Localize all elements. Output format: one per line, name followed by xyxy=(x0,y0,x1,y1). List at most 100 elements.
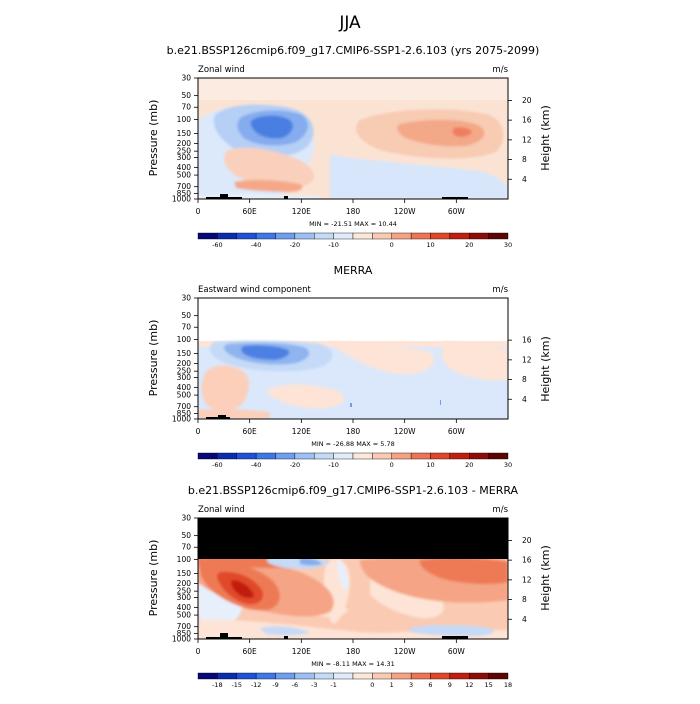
panel-3-x-axis: 0 60E 120E 180 120W 60W xyxy=(196,639,465,656)
colorbar-label: -18 xyxy=(212,681,223,689)
y-tick-label: 1000 xyxy=(172,195,191,204)
y-tick-label: 1000 xyxy=(172,635,191,644)
colorbar-swatch xyxy=(275,672,296,680)
y-tick-label: 500 xyxy=(177,391,192,400)
panel-1-y-axis-title: Pressure (mb) xyxy=(147,100,160,177)
x-tick-label: 120E xyxy=(292,647,311,656)
panel-2-units: m/s xyxy=(492,285,508,295)
colorbar-swatch xyxy=(275,232,296,240)
colorbar-label: -20 xyxy=(290,241,301,249)
y2-tick-label: 12 xyxy=(522,575,532,584)
panel-2-y-axis-title: Pressure (mb) xyxy=(147,320,160,397)
colorbar-swatch xyxy=(430,452,451,460)
panel-2-variable-label: Eastward wind component xyxy=(198,285,311,295)
colorbar-swatch xyxy=(236,672,257,680)
colorbar-swatch xyxy=(391,452,412,460)
colorbar-swatch xyxy=(197,672,218,680)
x-tick-label: 0 xyxy=(196,647,201,656)
y2-tick-label: 4 xyxy=(522,175,527,184)
colorbar-label: 12 xyxy=(465,681,473,689)
panel-1: b.e21.BSSP126cmip6.f09_g17.CMIP6-SSP1-2.… xyxy=(147,44,552,249)
y2-tick-label: 12 xyxy=(522,135,532,144)
colorbar-swatch xyxy=(410,232,431,240)
colorbar-swatch xyxy=(236,452,257,460)
y-tick-label: 850 xyxy=(177,409,192,418)
panel-3-y2-axis: 20 16 12 8 4 xyxy=(508,536,532,624)
colorbar-swatch xyxy=(255,672,276,680)
colorbar-swatch xyxy=(372,232,392,240)
colorbar-swatch xyxy=(372,672,392,680)
colorbar-label: 10 xyxy=(426,241,434,249)
colorbar-swatch xyxy=(352,452,373,460)
figure-title: JJA xyxy=(338,13,361,33)
panel-3-y2-axis-title: Height (km) xyxy=(539,545,552,611)
y2-tick-label: 8 xyxy=(522,375,527,384)
y2-tick-label: 4 xyxy=(522,395,527,404)
panel-3-y-axis-title: Pressure (mb) xyxy=(147,540,160,617)
colorbar-swatch xyxy=(314,672,334,680)
y-tick-label: 300 xyxy=(177,153,192,162)
colorbar-swatch xyxy=(255,232,276,240)
panel-1-variable-label: Zonal wind xyxy=(198,65,245,75)
x-tick-label: 0 xyxy=(196,207,201,216)
panel-1-colorbar: -60 -40 -20 -10 0 10 20 30 xyxy=(197,232,512,249)
panel-1-units: m/s xyxy=(492,65,508,75)
colorbar-label: 1 xyxy=(390,681,394,689)
colorbar-swatch xyxy=(488,672,509,680)
x-tick-label: 120E xyxy=(292,427,311,436)
y-tick-label: 70 xyxy=(181,103,191,112)
y-tick-label: 200 xyxy=(177,359,192,368)
panel-2-y2-axis-title: Height (km) xyxy=(539,336,552,402)
panel-2-min-max: MIN = -26.88 MAX = 5.78 xyxy=(311,440,395,448)
panel-1-title: b.e21.BSSP126cmip6.f09_g17.CMIP6-SSP1-2.… xyxy=(167,44,540,57)
colorbar-label: -40 xyxy=(251,461,262,469)
y-tick-label: 50 xyxy=(181,531,191,540)
colorbar-swatch xyxy=(333,672,354,680)
colorbar-label: -3 xyxy=(311,681,317,689)
y-tick-label: 300 xyxy=(177,373,192,382)
y-tick-label: 100 xyxy=(177,555,192,564)
y-tick-label: 50 xyxy=(181,91,191,100)
y-tick-label: 150 xyxy=(177,129,192,138)
panel-3-colorbar: -18 -15 -12 -9 -6 -3 -1 0 1 3 6 9 12 15 18 xyxy=(197,672,512,689)
panel-1-contour-field xyxy=(198,78,508,199)
colorbar-swatch xyxy=(197,452,218,460)
colorbar-swatch xyxy=(352,672,373,680)
y2-tick-label: 4 xyxy=(522,615,527,624)
y-tick-label: 700 xyxy=(177,182,192,191)
colorbar-swatch xyxy=(430,232,451,240)
colorbar-swatch xyxy=(352,232,373,240)
y-tick-label: 250 xyxy=(177,147,192,156)
x-tick-label: 120W xyxy=(394,647,416,656)
colorbar-label: 15 xyxy=(484,681,492,689)
y2-tick-label: 16 xyxy=(522,336,532,345)
colorbar-label: 18 xyxy=(504,681,512,689)
colorbar-label: -9 xyxy=(272,681,278,689)
y-tick-label: 400 xyxy=(177,603,192,612)
panel-3: b.e21.BSSP126cmip6.f09_g17.CMIP6-SSP1-2.… xyxy=(147,484,552,689)
y-tick-label: 30 xyxy=(181,294,191,303)
y-tick-label: 300 xyxy=(177,593,192,602)
colorbar-swatch xyxy=(236,232,257,240)
x-tick-label: 180 xyxy=(346,207,361,216)
colorbar-label: 30 xyxy=(504,241,512,249)
colorbar-label: -10 xyxy=(328,241,339,249)
x-tick-label: 60W xyxy=(448,207,466,216)
x-tick-label: 120W xyxy=(394,427,416,436)
colorbar-swatch xyxy=(430,672,451,680)
panel-3-title: b.e21.BSSP126cmip6.f09_g17.CMIP6-SSP1-2.… xyxy=(188,484,519,497)
colorbar-swatch xyxy=(197,232,218,240)
colorbar-label: -1 xyxy=(330,681,336,689)
colorbar-label: 0 xyxy=(390,241,394,249)
x-tick-label: 180 xyxy=(346,647,361,656)
y-tick-label: 850 xyxy=(177,629,192,638)
colorbar-swatch xyxy=(469,232,489,240)
colorbar-label: 9 xyxy=(448,681,452,689)
colorbar-label: -60 xyxy=(212,241,223,249)
colorbar-label: 0 xyxy=(370,681,374,689)
y-tick-label: 70 xyxy=(181,323,191,332)
y-tick-label: 250 xyxy=(177,367,192,376)
